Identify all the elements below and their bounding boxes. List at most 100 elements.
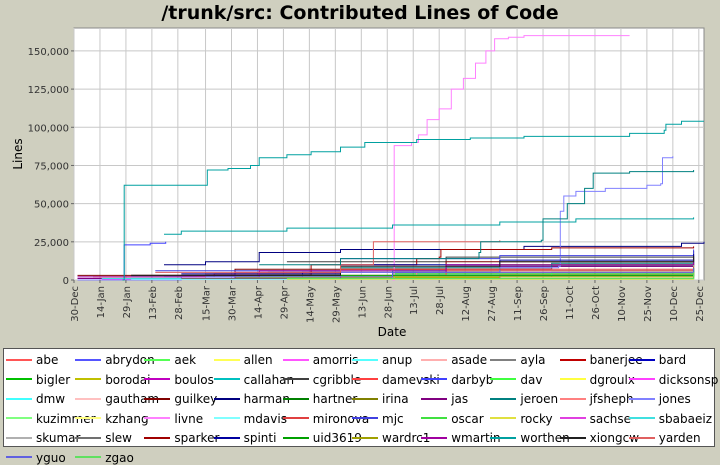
legend-label: mjc [382, 411, 404, 426]
legend-label: callahan [243, 372, 295, 387]
y-tick-label: 50,000 [34, 200, 69, 211]
legend-item-xiongcw: xiongcw [559, 431, 640, 445]
legend-item-gautham: gautham [75, 392, 159, 406]
legend-swatch [282, 378, 309, 380]
axis-layer: 0 25,000 50,000 75,000 100,000 125,000 150,000… [28, 47, 706, 323]
y-tick-label: 75,000 [34, 161, 69, 172]
legend-swatch [144, 397, 171, 400]
legend-label: wmartin [451, 431, 501, 445]
series-line-worthen [122, 120, 704, 281]
legend-label: amorris [312, 353, 359, 367]
x-tick-label: 14-Jan [96, 286, 107, 318]
legend-item-worthen: worthen [490, 431, 570, 445]
legend-item-dgroulx: dgroulx [559, 373, 635, 387]
series-line-harman [164, 241, 705, 266]
legend-item-callahan: callahan [213, 372, 295, 387]
legend-swatch [421, 378, 448, 380]
legend-swatch [421, 397, 448, 400]
legend-item-darbyb: darbyb [421, 373, 493, 387]
legend-label: irina [382, 392, 409, 406]
legend-item-oscar: oscar [421, 411, 484, 426]
legend-swatch [628, 417, 655, 419]
legend-label: sparker [174, 431, 220, 445]
chart-title: /trunk/src: Contributed Lines of Code [161, 2, 559, 24]
x-tick-label: 29-Apr [279, 285, 290, 319]
legend-swatch [352, 417, 378, 419]
legend-item-sbabaeiz: sbabaeiz [628, 412, 712, 426]
y-axis-label: Lines [11, 138, 25, 169]
legend-item-boulos: boulos [144, 373, 214, 387]
legend-swatch [75, 358, 102, 361]
legend-item-livne: livne [144, 412, 203, 426]
legend-item-amorris: amorris [282, 353, 359, 367]
legend-label: jas [451, 392, 469, 406]
legend-label: dmw [36, 392, 66, 406]
legend-item-guilkey: guilkey [144, 392, 217, 406]
legend-swatch [352, 378, 378, 380]
legend-item-mdavis: mdavis [213, 411, 287, 426]
x-tick-label: 26-Oct [591, 286, 602, 320]
legend-label: jfsheph [589, 392, 634, 406]
legend-label: slew [105, 431, 132, 445]
x-tick-label: 10-Nov [617, 286, 628, 322]
legend-swatch [144, 417, 171, 419]
legend-label: jeroen [520, 392, 559, 406]
legend-swatch [282, 436, 309, 439]
legend-label: mdavis [243, 411, 287, 426]
legend-swatch [628, 378, 655, 380]
legend-label: anup [382, 353, 413, 367]
legend-swatch [213, 436, 240, 439]
legend-label: aek [174, 353, 197, 367]
legend-label: dav [520, 372, 543, 387]
legend-item-abe: abe [6, 353, 58, 367]
grid-layer [73, 28, 704, 281]
legend-swatch [75, 436, 102, 439]
x-tick-label: 12-Aug [461, 286, 472, 322]
x-tick-label: 11-Oct [565, 286, 576, 320]
legend-label: bigler [36, 372, 71, 387]
legend-label: asade [451, 353, 488, 367]
legend-label: dicksonsp [658, 372, 719, 387]
legend-swatch [628, 397, 655, 400]
legend-label: allen [243, 353, 273, 367]
legend-swatch [75, 378, 102, 380]
plot-area [73, 27, 705, 281]
legend-swatch [282, 417, 309, 419]
legend-item-dicksonsp: dicksonsp [628, 372, 719, 387]
legend-label: worthen [520, 431, 570, 445]
legend-swatch [282, 397, 309, 400]
legend-label: oscar [451, 411, 484, 426]
series-line-unlabeled [259, 170, 695, 266]
legend-item-damevski: damevski [352, 373, 440, 387]
legend: abe abrydon aek allen amorris anup asade ayla ba… [3, 348, 718, 465]
legend-swatch [559, 397, 586, 400]
legend-swatch [144, 358, 171, 361]
legend-item-spinti: spinti [213, 431, 276, 445]
legend-item-slew: slew [75, 431, 132, 445]
x-tick-label: 14-Apr [253, 285, 264, 319]
series-line-xiongcw [131, 255, 695, 276]
legend-label: borodai [105, 372, 151, 387]
legend-label: xiongcw [589, 431, 640, 445]
legend-item-harman: harman [213, 392, 290, 406]
legend-swatch [352, 397, 378, 400]
x-tick-label: 25-Nov [643, 286, 654, 322]
legend-item-kzhang: kzhang [75, 412, 149, 426]
legend-item-zgao: zgao [75, 451, 134, 465]
x-tick-label: 15-Mar [202, 285, 213, 321]
legend-swatch [559, 378, 586, 380]
legend-swatch [6, 456, 32, 458]
x-tick-label: 13-Jul [409, 286, 420, 315]
legend-item-banerjee: banerjee [559, 353, 643, 367]
legend-label: guilkey [174, 392, 218, 406]
legend-swatch [352, 436, 378, 439]
legend-swatch [559, 358, 586, 361]
legend-item-dav: dav [490, 373, 542, 387]
legend-swatch [490, 417, 517, 419]
legend-label: abe [36, 353, 59, 367]
legend-label: banerjee [589, 353, 643, 367]
legend-swatch [628, 436, 655, 439]
legend-item-ayla: ayla [490, 353, 546, 367]
legend-label: cgribble [312, 372, 362, 387]
legend-item-skumar: skumar [6, 431, 80, 445]
